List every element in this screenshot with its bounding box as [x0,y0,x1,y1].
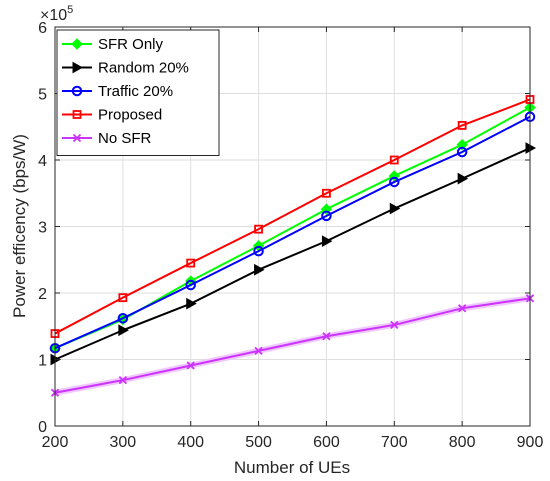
marker-square [118,293,128,303]
series-line [54,115,531,350]
ticks: 200 300 400 500 600 700 800 900 0 1 2 3 4 5 6 [38,20,543,451]
x-tick-label: 300 [110,434,137,451]
marker-circle [456,146,468,158]
marker-square [254,224,263,234]
marker-square [389,155,399,165]
series-line [54,147,531,361]
x-tick-label: 800 [449,434,476,451]
x-tick-label: 600 [313,434,340,451]
legend-item: No SFR [62,130,152,147]
marker-x [322,332,331,341]
x-tick-label: 700 [381,434,408,451]
series-random-20 [50,142,537,366]
y-tick-label: 3 [38,220,47,237]
series-layer [49,95,537,397]
marker-x [118,375,127,385]
marker-diamond [456,138,468,151]
legend: SFR Only Random 20% Traffic 20% Proposed No … [56,29,220,156]
marker-triangle [118,324,129,337]
y-tick-label: 5 [38,87,47,104]
y-tick-label: 1 [38,353,47,370]
y-tick-label: 2 [38,286,47,303]
marker-x [390,320,399,330]
marker-x [458,304,467,313]
marker-square [457,121,467,130]
marker-square [322,188,331,198]
y-multiplier-base: ×10 [40,7,67,24]
legend-label: SFR Only [98,36,164,53]
marker-x [186,361,195,370]
series-no-sfr [50,294,535,397]
series-line [54,297,531,394]
x-tick-label: 900 [517,434,544,451]
marker-circle [117,313,129,324]
marker-triangle [186,297,197,310]
marker-triangle [389,202,401,215]
legend-item: Proposed [62,107,162,124]
marker-x [254,346,263,355]
legend-label: Random 20% [98,60,189,77]
y-axis-label: Power efficency (bps/W) [10,134,29,318]
marker-triangle [321,235,333,247]
legend-box [56,29,220,156]
legend-item: SFR Only [62,36,164,53]
x-tick-label: 400 [177,434,204,451]
marker-circle [253,245,264,257]
x-axis-label: Number of UEs [234,458,350,477]
x-tick-label: 200 [42,434,69,451]
marker-triangle [254,263,265,276]
y-tick-label: 4 [38,153,47,170]
x-tick-label: 500 [245,434,272,451]
marker-circle [389,176,400,188]
marker-circle [71,85,83,97]
legend-item: Random 20% [62,60,189,77]
marker-x [72,133,82,143]
series-line [54,98,531,335]
marker-diamond [71,38,83,50]
y-multiplier-exp: 5 [67,4,73,16]
marker-triangle [72,61,84,74]
y-tick-label: 6 [38,20,47,37]
series-traffic-20 [49,111,536,354]
marker-triangle [457,172,469,185]
legend-item: Traffic 20% [62,83,173,100]
y-tick-label: 0 [38,419,47,436]
y-multiplier: ×105 [40,4,73,24]
legend-label: No SFR [98,130,152,147]
legend-label: Traffic 20% [98,83,173,100]
marker-square [186,258,196,268]
marker-square [72,110,82,119]
legend-label: Proposed [98,107,162,124]
marker-circle [321,210,332,222]
marker-circle [185,279,196,291]
